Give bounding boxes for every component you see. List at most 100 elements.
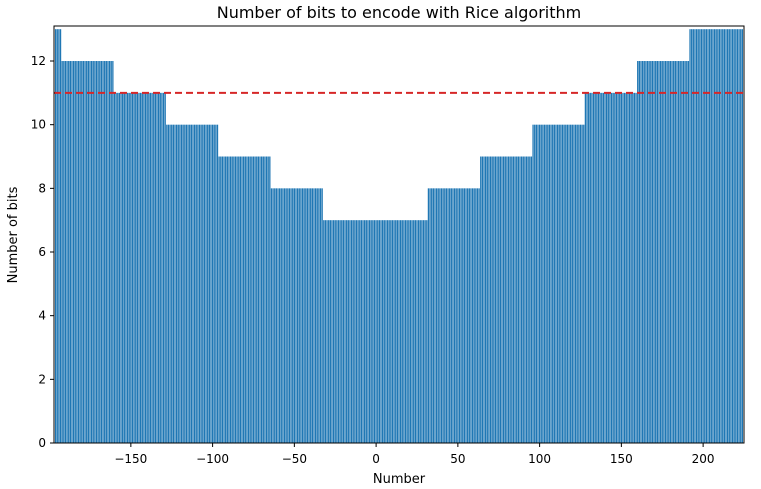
bar	[676, 61, 678, 444]
bar	[460, 188, 462, 443]
x-tick-label: −150	[114, 452, 147, 466]
bar	[556, 124, 559, 444]
bar	[295, 188, 297, 443]
bar	[154, 92, 157, 444]
bar	[54, 29, 57, 444]
bar	[499, 156, 502, 443]
bar	[161, 92, 163, 444]
bar	[72, 61, 75, 444]
bar	[449, 188, 451, 443]
bar	[691, 29, 693, 444]
bar	[316, 188, 318, 443]
bar	[534, 124, 536, 444]
bar	[136, 92, 139, 444]
bar	[648, 61, 650, 444]
bar	[77, 61, 80, 444]
bar	[179, 124, 181, 444]
bar	[269, 156, 271, 443]
bar	[416, 220, 418, 443]
bar	[689, 29, 691, 444]
bar	[525, 156, 528, 443]
bar	[417, 220, 420, 443]
bar	[267, 156, 269, 443]
bar	[406, 220, 408, 443]
bar	[159, 92, 161, 444]
bar	[262, 156, 264, 443]
bar	[507, 156, 510, 443]
bar	[555, 124, 557, 444]
bar	[427, 188, 430, 443]
bar	[274, 188, 276, 443]
bar	[79, 61, 81, 444]
y-tick-label: 12	[31, 54, 46, 68]
bar	[481, 156, 484, 443]
bar	[203, 124, 206, 444]
bar	[314, 188, 317, 443]
bar	[538, 124, 541, 444]
bar	[498, 156, 500, 443]
bar	[318, 188, 320, 443]
bar	[659, 61, 662, 444]
bar	[679, 61, 681, 444]
bar	[502, 156, 505, 443]
bar	[350, 220, 353, 443]
bar	[467, 188, 469, 443]
bar	[92, 61, 94, 444]
bar	[153, 92, 155, 444]
bar	[403, 220, 405, 443]
bar	[236, 156, 238, 443]
y-tick-label: 10	[31, 118, 46, 132]
bar	[637, 61, 639, 444]
bar	[288, 188, 291, 443]
bar	[290, 188, 292, 443]
bar	[704, 29, 706, 444]
bar	[306, 188, 309, 443]
x-tick-label: 150	[610, 452, 633, 466]
bar	[655, 61, 657, 444]
bar	[220, 156, 222, 443]
bar	[643, 61, 645, 444]
bar	[726, 29, 729, 444]
bar	[174, 124, 176, 444]
x-axis: −150 −100 −50 0 50 100 150 200	[114, 443, 715, 466]
bar	[61, 61, 63, 444]
bar	[401, 220, 403, 443]
bar	[200, 124, 202, 444]
bar	[323, 220, 325, 443]
bar	[195, 124, 197, 444]
bar	[473, 188, 475, 443]
bar	[100, 61, 103, 444]
bar	[710, 29, 712, 444]
y-axis: 0 2 4 6 8 10 12	[31, 54, 54, 450]
bar	[118, 92, 121, 444]
bar	[588, 92, 590, 444]
bar	[265, 156, 268, 443]
bar	[715, 29, 717, 444]
bar	[107, 61, 109, 444]
bar	[597, 92, 600, 444]
bar	[175, 124, 178, 444]
bar	[663, 61, 665, 444]
bar	[272, 188, 274, 443]
bar	[381, 220, 384, 443]
bar	[496, 156, 498, 443]
bar	[413, 220, 415, 443]
bar	[135, 92, 137, 444]
bar	[439, 188, 441, 443]
bar	[193, 124, 196, 444]
bar	[359, 220, 361, 443]
bar	[432, 188, 434, 443]
x-axis-label: Number	[373, 472, 426, 487]
bar	[123, 92, 125, 444]
bar	[99, 61, 101, 444]
bar	[367, 220, 369, 443]
bar	[122, 92, 124, 444]
bar	[321, 188, 323, 443]
bar	[349, 220, 351, 443]
bar	[239, 156, 242, 443]
bar	[354, 220, 356, 443]
bar	[81, 61, 83, 444]
bar	[547, 124, 549, 444]
bar	[566, 124, 569, 444]
bar	[537, 124, 539, 444]
